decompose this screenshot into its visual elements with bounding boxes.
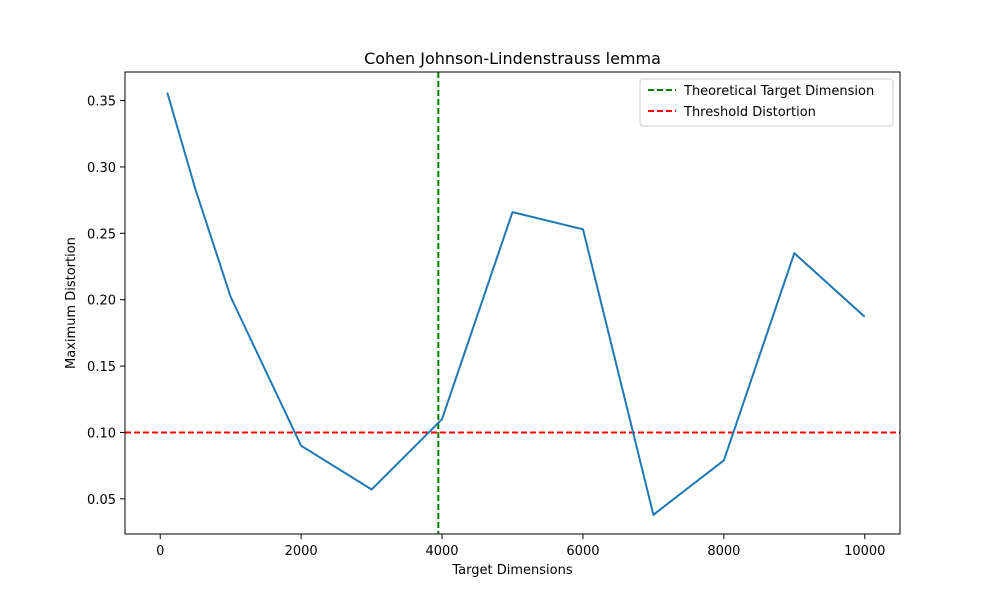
y-tick-label: 0.25 — [87, 227, 116, 242]
x-axis-label: Target Dimensions — [451, 563, 572, 578]
x-tick-label: 0 — [156, 544, 164, 559]
x-tick-label: 2000 — [285, 544, 318, 559]
y-axis-ticks: 0.05 0.10 0.15 0.20 0.25 0.30 0.35 — [87, 95, 125, 508]
y-tick-label: 0.30 — [87, 161, 116, 176]
legend-label-theoretical: Theoretical Target Dimension — [683, 84, 874, 99]
x-tick-label: 10000 — [844, 544, 885, 559]
y-tick-label: 0.10 — [87, 426, 116, 441]
x-axis-ticks: 0 2000 4000 6000 8000 10000 — [156, 534, 885, 559]
reference-lines — [125, 72, 900, 534]
plot-frame — [125, 72, 900, 534]
series-layer — [167, 92, 865, 514]
legend: Theoretical Target Dimension Threshold D… — [640, 79, 893, 126]
y-tick-label: 0.20 — [87, 294, 116, 309]
y-tick-label: 0.15 — [87, 360, 116, 375]
x-tick-label: 8000 — [707, 544, 740, 559]
y-tick-label: 0.05 — [87, 493, 116, 508]
x-tick-label: 6000 — [566, 544, 599, 559]
y-tick-label: 0.35 — [87, 95, 116, 110]
x-tick-label: 4000 — [425, 544, 458, 559]
chart-title: Cohen Johnson-Lindenstrauss lemma — [364, 49, 661, 68]
y-axis-label: Maximum Distortion — [64, 237, 79, 369]
series-line-0 — [167, 93, 865, 515]
legend-label-threshold: Threshold Distortion — [683, 105, 816, 120]
